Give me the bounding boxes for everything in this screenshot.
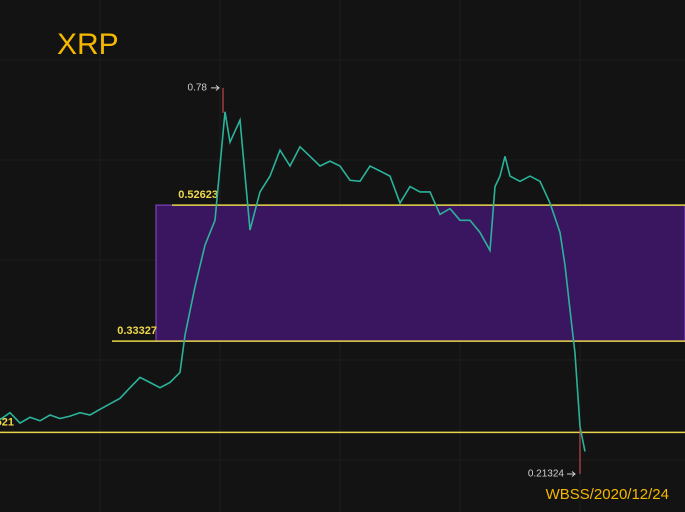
high-label: 0.78 [188,83,208,94]
level-label: 0.24521 [0,416,14,428]
price-line [0,111,586,452]
chart-title: XRP [57,28,119,61]
arrow [211,85,220,91]
zone [155,204,685,342]
arrow [567,471,576,477]
watermark: WBSS/2020/12/24 [546,486,669,503]
level-label: 0.52623 [178,189,218,201]
level-label: 0.33327 [117,325,157,337]
low-label: 0.21324 [528,469,565,480]
